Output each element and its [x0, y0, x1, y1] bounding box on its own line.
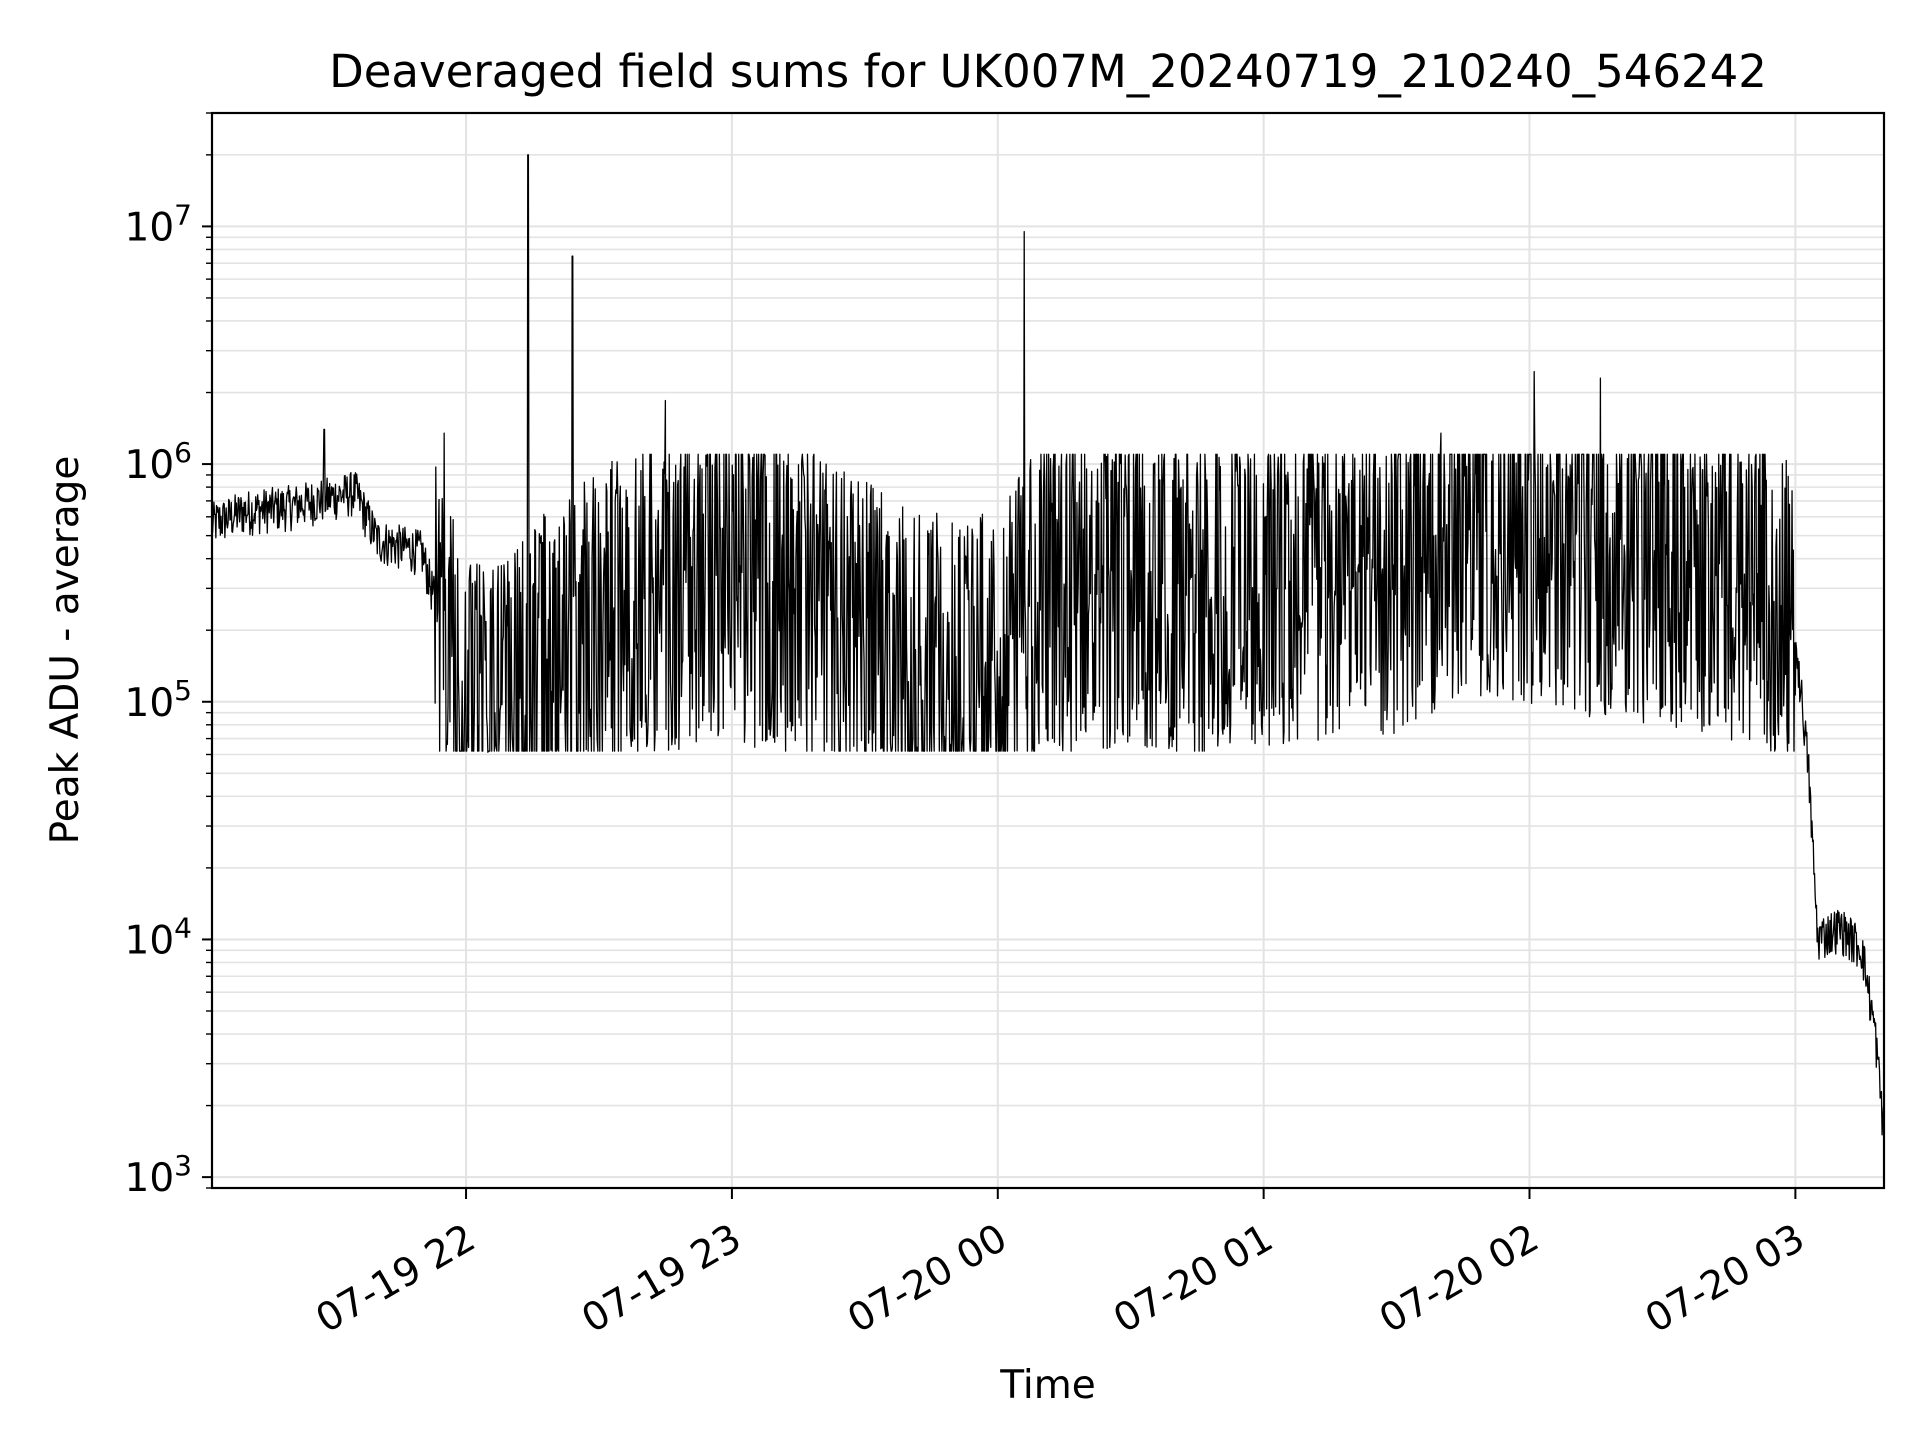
- x-tick-label: 07-20 02: [1372, 1216, 1546, 1343]
- plot-area: [211, 154, 1885, 1136]
- y-tick-label: 106: [125, 436, 192, 488]
- y-axis-label: Peak ADU - average: [43, 456, 88, 845]
- x-tick-label: 07-20 00: [840, 1216, 1014, 1343]
- plot-frame: [210, 111, 1886, 1190]
- y-tick-label: 105: [125, 674, 192, 726]
- y-tick-label: 104: [125, 911, 192, 963]
- series-line: [211, 154, 1885, 1136]
- x-tick-label: 07-20 03: [1638, 1216, 1812, 1343]
- x-axis-label: Time: [999, 1363, 1095, 1408]
- x-tick-label: 07-19 22: [309, 1216, 483, 1343]
- chart-title: Deaveraged field sums for UK007M_2024071…: [329, 45, 1767, 98]
- x-tick-label: 07-19 23: [575, 1216, 749, 1343]
- y-tick-label: 107: [125, 198, 192, 250]
- y-tick-label: 103: [125, 1149, 192, 1201]
- x-tick-label: 07-20 01: [1106, 1216, 1280, 1343]
